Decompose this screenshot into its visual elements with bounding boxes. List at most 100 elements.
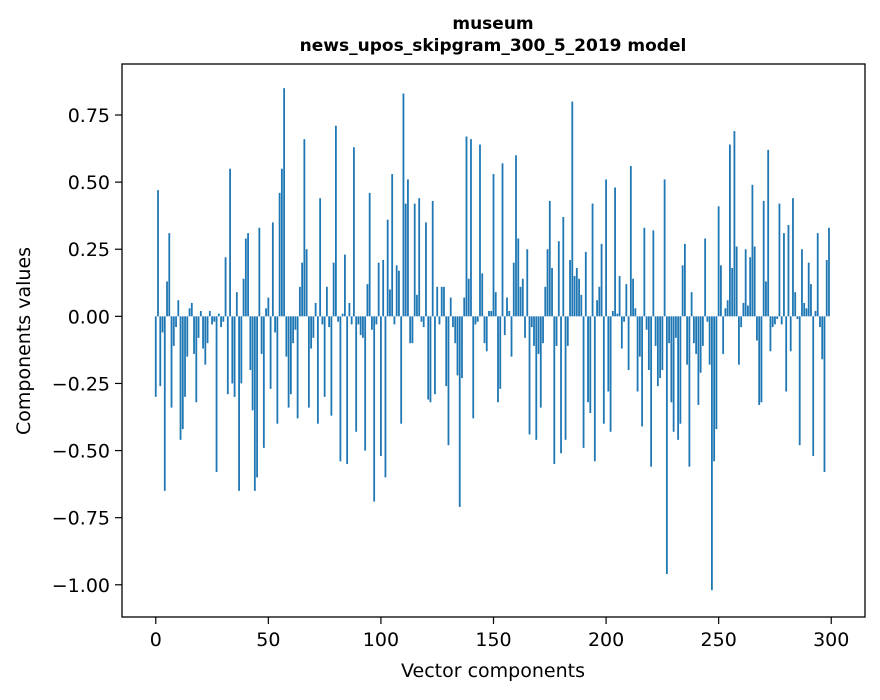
bar-167 [530, 316, 533, 328]
bar-74 [321, 316, 324, 325]
y-axis-label: Components values [13, 247, 35, 435]
bar-239 [692, 316, 695, 344]
bar-199 [602, 316, 605, 424]
bar-189 [580, 294, 583, 317]
bar-274 [771, 316, 774, 328]
bar-200 [605, 179, 607, 317]
bar-161 [517, 238, 520, 317]
bar-118 [420, 316, 423, 322]
bar-89 [355, 316, 358, 432]
bar-44 [253, 316, 256, 491]
bar-159 [512, 262, 515, 317]
bar-163 [521, 278, 524, 317]
bar-136 [461, 316, 463, 379]
bar-133 [454, 316, 457, 344]
bar-298 [825, 259, 828, 317]
bar-164 [524, 316, 526, 338]
bar-57 [283, 88, 286, 317]
bar-154 [501, 163, 504, 317]
bar-213 [634, 308, 637, 317]
bar-100 [380, 316, 382, 456]
y-tick-label: 0.75 [68, 105, 110, 127]
bar-6 [168, 233, 171, 317]
bar-248 [713, 316, 716, 462]
bar-94 [366, 284, 369, 317]
bar-168 [533, 316, 535, 346]
bar-171 [539, 316, 542, 408]
bar-202 [609, 316, 612, 432]
plot-area-frame [121, 63, 866, 618]
bar-153 [499, 316, 502, 389]
bar-144 [479, 144, 481, 317]
bar-155 [503, 316, 506, 336]
x-tick-label: 300 [813, 629, 849, 651]
bar-8 [172, 316, 175, 346]
bar-286 [798, 316, 801, 446]
bar-162 [519, 286, 522, 317]
bar-209 [625, 284, 628, 317]
bar-193 [589, 316, 592, 413]
chart-title: museum [452, 14, 533, 34]
bar-88 [353, 147, 355, 317]
bar-221 [652, 230, 655, 317]
chart-subtitle: news_upos_skipgram_300_5_2019 model [300, 36, 687, 56]
bar-5 [166, 281, 168, 317]
x-tick-label: 200 [588, 629, 624, 651]
bar-65 [301, 262, 304, 317]
bar-237 [688, 316, 691, 467]
bar-129 [445, 316, 448, 387]
bar-10 [177, 300, 180, 317]
bar-232 [677, 316, 680, 440]
bar-82 [339, 316, 342, 462]
bar-147 [485, 316, 488, 352]
bar-204 [614, 187, 616, 317]
bar-19 [197, 316, 200, 338]
bar-249 [715, 316, 718, 430]
bar-9 [175, 316, 177, 328]
bar-259 [738, 316, 740, 365]
bar-84 [344, 254, 346, 317]
bar-160 [515, 155, 517, 317]
x-axis-label: Vector components [401, 660, 585, 682]
bar-253 [724, 308, 727, 317]
bar-182 [564, 316, 567, 440]
bar-46 [258, 227, 261, 317]
bar-246 [708, 316, 711, 365]
bar-70 [312, 316, 315, 338]
bar-80 [334, 125, 337, 317]
bar-55 [278, 192, 281, 317]
bar-211 [629, 166, 632, 317]
bar-56 [280, 168, 283, 317]
bar-34 [231, 316, 234, 384]
bar-66 [303, 139, 306, 317]
y-tick-label: −0.75 [52, 508, 110, 530]
y-tick-label: −0.25 [52, 373, 110, 395]
bar-7 [170, 316, 173, 408]
bar-166 [528, 316, 531, 435]
bar-42 [249, 316, 252, 371]
x-tick-label: 50 [256, 629, 280, 651]
y-axis-ticks: −1.00 −0.75 −0.50 −0.25 0.00 0.25 0.50 0.75 [52, 105, 122, 597]
bar-98 [375, 316, 378, 325]
bar-29 [220, 316, 222, 328]
x-tick-label: 150 [475, 629, 511, 651]
bar-212 [632, 278, 634, 317]
bar-103 [386, 219, 389, 317]
bar-263 [747, 305, 749, 317]
bar-197 [598, 286, 601, 317]
bar-268 [758, 316, 761, 405]
bar-134 [456, 316, 459, 376]
bar-244 [704, 238, 707, 317]
bar-47 [260, 316, 263, 354]
bar-226 [663, 179, 666, 317]
bar-254 [726, 300, 729, 317]
bar-165 [526, 249, 529, 317]
bar-205 [616, 313, 619, 317]
bar-86 [348, 302, 351, 317]
bar-191 [584, 251, 587, 317]
bar-288 [803, 302, 806, 317]
bar-280 [785, 316, 788, 392]
bar-177 [553, 316, 556, 464]
bar-152 [497, 316, 499, 403]
